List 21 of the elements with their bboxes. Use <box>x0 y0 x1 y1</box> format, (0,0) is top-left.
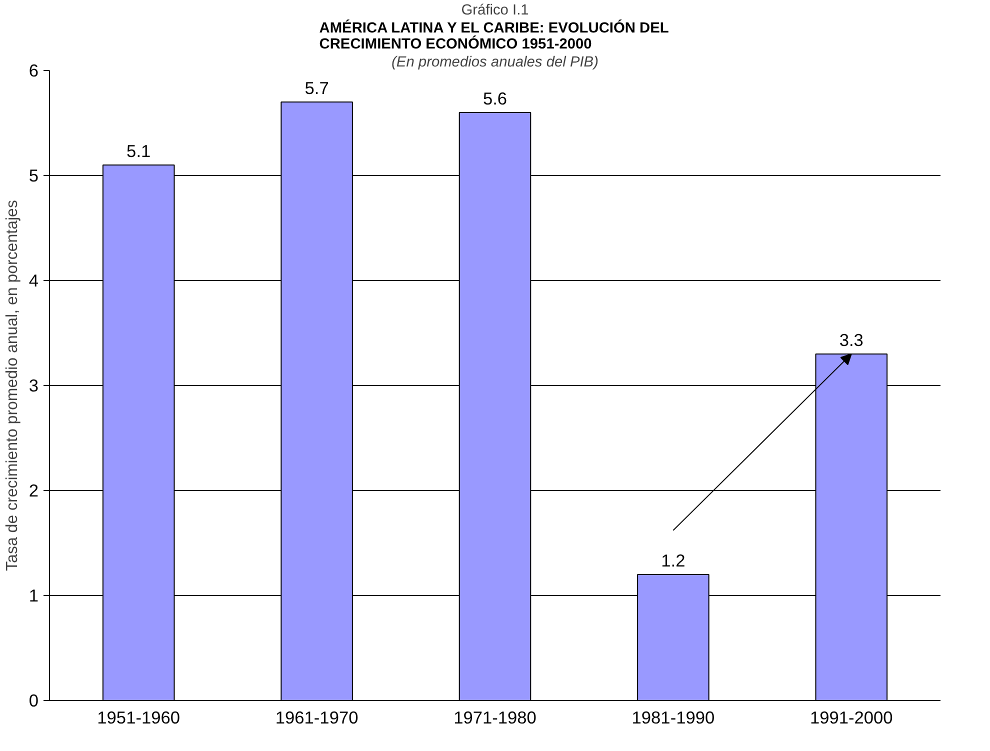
x-tick-label: 1951-1960 <box>97 708 180 728</box>
data-label: 5.7 <box>304 78 329 98</box>
chart-subtitle: (En promedios anuales del PIB) <box>392 54 598 70</box>
data-label: 5.1 <box>126 141 151 161</box>
y-tick-label: 1 <box>28 586 39 606</box>
y-tick-label: 4 <box>28 270 39 290</box>
x-tick-label: 1961-1970 <box>275 708 358 728</box>
y-axis-title: Tasa de crecimiento promedio anual, en porcentajes <box>4 200 21 571</box>
x-tick-label: 1981-1990 <box>632 708 715 728</box>
x-tick-label: 1991-2000 <box>810 708 893 728</box>
x-tick-label: 1971-1980 <box>454 708 536 728</box>
chart-title: AMÉRICA LATINA Y EL CARIBE: EVOLUCIÓN DEL CRECIMIENTO ECONÓMICO 1951-2000 <box>319 20 669 52</box>
data-label: 5.6 <box>482 88 508 108</box>
y-tick-label: 2 <box>28 480 39 500</box>
y-tick-label: 5 <box>28 166 39 186</box>
y-tick-label: 3 <box>28 376 39 396</box>
data-label: 3.3 <box>839 330 864 350</box>
y-tick-label: 0 <box>28 690 39 710</box>
text: Gráfico I.1 <box>461 2 529 18</box>
y-tick-label: 6 <box>28 60 39 80</box>
data-label: 1.2 <box>661 550 686 570</box>
